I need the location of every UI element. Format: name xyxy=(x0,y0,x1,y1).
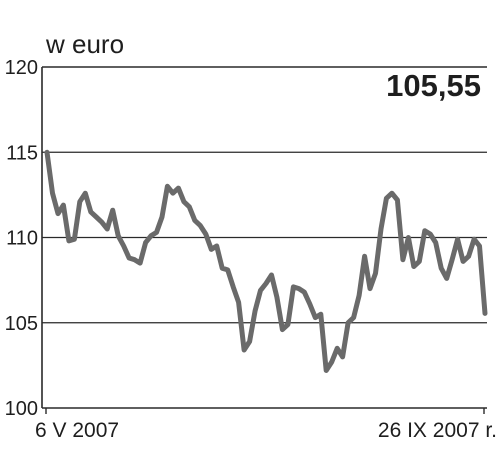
x-end-label: 26 IX 2007 r. xyxy=(378,419,497,442)
series-line-0 xyxy=(44,149,488,373)
y-tick-label-115: 115 xyxy=(6,142,38,164)
y-unit-label: w euro xyxy=(45,29,124,59)
y-tick-label-105: 105 xyxy=(5,313,38,335)
series-layer xyxy=(44,149,488,373)
grid-layer xyxy=(42,66,487,409)
x-start-label: 6 V 2007 xyxy=(35,419,119,442)
y-tick-label-120: 120 xyxy=(5,57,38,79)
y-tick-label-100: 100 xyxy=(5,398,38,420)
axis-layer: 100 105 110 115 120 xyxy=(5,57,485,420)
last-value-label: 105,55 xyxy=(386,68,481,103)
y-tick-label-110: 110 xyxy=(6,228,38,250)
